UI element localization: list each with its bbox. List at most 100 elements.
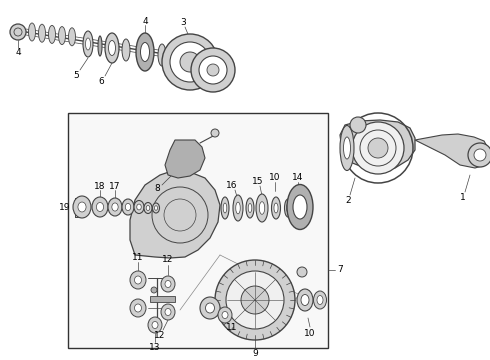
Text: 4: 4 <box>142 17 148 26</box>
Circle shape <box>226 271 284 329</box>
Circle shape <box>211 129 219 137</box>
Text: 6: 6 <box>98 77 104 86</box>
Text: 13: 13 <box>149 342 161 351</box>
Polygon shape <box>150 296 175 302</box>
Ellipse shape <box>317 296 323 305</box>
Ellipse shape <box>152 321 158 328</box>
Text: 12: 12 <box>162 256 173 265</box>
Ellipse shape <box>285 199 292 217</box>
Ellipse shape <box>233 195 243 221</box>
Ellipse shape <box>259 202 265 214</box>
Ellipse shape <box>137 204 141 210</box>
Circle shape <box>10 24 26 40</box>
Ellipse shape <box>85 38 91 50</box>
Text: 15: 15 <box>252 176 264 185</box>
Ellipse shape <box>73 196 91 218</box>
Ellipse shape <box>293 195 307 219</box>
Text: 10: 10 <box>304 328 316 338</box>
Ellipse shape <box>274 203 278 213</box>
Text: 14: 14 <box>293 172 304 181</box>
Circle shape <box>468 143 490 167</box>
Ellipse shape <box>161 276 175 292</box>
Circle shape <box>241 286 269 314</box>
Circle shape <box>162 34 218 90</box>
Ellipse shape <box>134 276 142 284</box>
Circle shape <box>151 287 157 293</box>
Ellipse shape <box>83 31 93 57</box>
Polygon shape <box>130 170 220 258</box>
Ellipse shape <box>152 203 160 213</box>
Ellipse shape <box>314 291 326 309</box>
Ellipse shape <box>130 299 146 317</box>
Polygon shape <box>340 120 415 170</box>
Ellipse shape <box>297 289 313 311</box>
Ellipse shape <box>78 202 86 212</box>
Ellipse shape <box>287 204 290 212</box>
Ellipse shape <box>218 307 232 323</box>
Circle shape <box>297 267 307 277</box>
Ellipse shape <box>49 26 55 44</box>
Text: 11: 11 <box>132 252 144 261</box>
Text: 10: 10 <box>269 172 281 181</box>
Ellipse shape <box>248 203 252 212</box>
Circle shape <box>191 48 235 92</box>
Ellipse shape <box>122 199 134 215</box>
Circle shape <box>368 138 388 158</box>
Text: 4: 4 <box>15 48 21 57</box>
Ellipse shape <box>256 194 268 222</box>
Ellipse shape <box>271 197 280 219</box>
Text: 18: 18 <box>94 181 106 190</box>
Ellipse shape <box>161 304 175 320</box>
Ellipse shape <box>158 44 166 66</box>
Ellipse shape <box>112 203 118 211</box>
Circle shape <box>474 149 486 161</box>
Ellipse shape <box>343 137 350 159</box>
Circle shape <box>170 42 210 82</box>
Ellipse shape <box>125 203 131 211</box>
Circle shape <box>199 56 227 84</box>
Ellipse shape <box>69 28 75 46</box>
Ellipse shape <box>236 202 240 214</box>
Text: 2: 2 <box>345 195 351 204</box>
Text: 17: 17 <box>109 181 121 190</box>
Text: 12: 12 <box>154 330 166 339</box>
Text: 7: 7 <box>337 266 343 274</box>
Polygon shape <box>165 140 205 178</box>
Text: 5: 5 <box>73 71 79 80</box>
Ellipse shape <box>222 311 228 319</box>
Ellipse shape <box>144 202 152 213</box>
Ellipse shape <box>105 33 119 63</box>
Ellipse shape <box>154 206 158 210</box>
Circle shape <box>180 52 200 72</box>
Ellipse shape <box>136 33 154 71</box>
Ellipse shape <box>130 271 146 289</box>
Ellipse shape <box>92 197 108 217</box>
Text: 19: 19 <box>59 202 71 212</box>
Ellipse shape <box>287 185 313 230</box>
Circle shape <box>352 122 404 174</box>
Polygon shape <box>415 134 488 168</box>
Circle shape <box>207 64 219 76</box>
Text: 16: 16 <box>226 180 238 189</box>
Ellipse shape <box>340 126 354 171</box>
Ellipse shape <box>165 309 171 315</box>
Ellipse shape <box>141 42 149 62</box>
Ellipse shape <box>28 23 35 41</box>
Ellipse shape <box>122 39 130 61</box>
Ellipse shape <box>134 304 142 312</box>
Ellipse shape <box>301 294 309 306</box>
Text: 3: 3 <box>180 18 186 27</box>
Ellipse shape <box>97 202 103 212</box>
Ellipse shape <box>165 280 171 288</box>
Ellipse shape <box>205 303 215 313</box>
Ellipse shape <box>146 206 150 211</box>
Ellipse shape <box>221 197 229 219</box>
Text: 1: 1 <box>460 193 466 202</box>
Ellipse shape <box>108 198 122 216</box>
Ellipse shape <box>108 41 116 55</box>
Ellipse shape <box>200 297 220 319</box>
Ellipse shape <box>148 317 162 333</box>
Bar <box>68 113 328 348</box>
Ellipse shape <box>98 36 102 56</box>
Ellipse shape <box>39 24 46 42</box>
